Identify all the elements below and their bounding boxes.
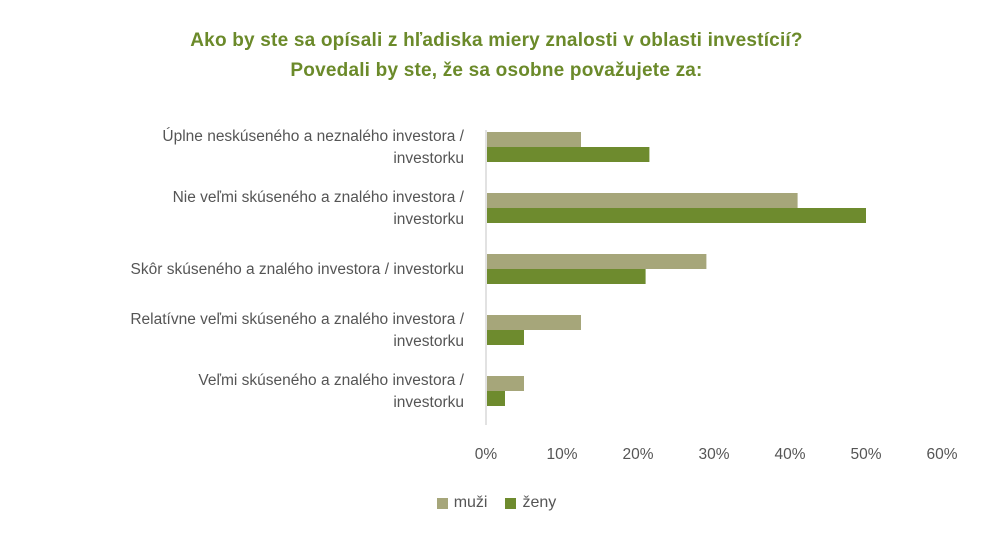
bar-muzi-1 [487, 193, 798, 208]
category-label-line: Veľmi skúseného a znalého investora / [198, 372, 464, 389]
x-tick-label-1: 10% [546, 446, 577, 463]
category-label-1: Nie veľmi skúseného a znalého investora … [173, 189, 465, 228]
category-label-line: Skôr skúseného a znalého investora / inv… [131, 261, 464, 278]
bar-zeny-3 [487, 330, 524, 345]
category-label-0: Úplne neskúseného a neznalého investora … [162, 128, 464, 167]
x-tick-label-4: 40% [774, 446, 805, 463]
category-label-4: Veľmi skúseného a znalého investora / inv… [198, 372, 464, 411]
bar-zeny-4 [487, 391, 505, 406]
category-label-2: Skôr skúseného a znalého investora / inv… [131, 261, 464, 278]
bar-muzi-4 [487, 376, 524, 391]
x-tick-label-0: 0% [475, 446, 498, 463]
x-tick-label-2: 20% [622, 446, 653, 463]
x-tick-label-5: 50% [850, 446, 881, 463]
bar-muzi-0 [487, 132, 581, 147]
legend-label-muzi: muži [453, 494, 488, 511]
x-tick-label-6: 60% [926, 446, 957, 463]
legend: muži ženy [0, 494, 993, 512]
legend-item-muzi: muži [436, 494, 488, 512]
bar-zeny-0 [487, 147, 650, 162]
bar-zeny-2 [487, 269, 646, 284]
x-tick-label-3: 30% [698, 446, 729, 463]
bar-muzi-3 [487, 315, 581, 330]
category-label-line: investorku [393, 150, 464, 167]
category-label-3: Relatívne veľmi skúseného a znalého inve… [130, 311, 464, 350]
legend-swatch-zeny [505, 497, 517, 509]
category-label-line: investorku [393, 211, 464, 228]
category-label-line: investorku [393, 394, 464, 411]
chart-subtitle-line: Povedali by ste, že sa osobne považujete… [290, 60, 703, 81]
bar-zeny-1 [487, 208, 866, 223]
chart-title-line: Ako by ste sa opísali z hľadiska miery z… [190, 30, 803, 51]
category-label-line: Úplne neskúseného a neznalého investora … [162, 128, 464, 145]
legend-label-zeny: ženy [522, 494, 557, 511]
chart-title: Ako by ste sa opísali z hľadiska miery z… [0, 26, 993, 86]
category-label-line: Nie veľmi skúseného a znalého investora … [173, 189, 465, 206]
legend-swatch-muzi [436, 497, 448, 509]
legend-item-zeny: ženy [505, 494, 556, 512]
category-label-line: Relatívne veľmi skúseného a znalého inve… [130, 311, 464, 328]
category-label-line: investorku [393, 333, 464, 350]
bar-muzi-2 [487, 254, 707, 269]
